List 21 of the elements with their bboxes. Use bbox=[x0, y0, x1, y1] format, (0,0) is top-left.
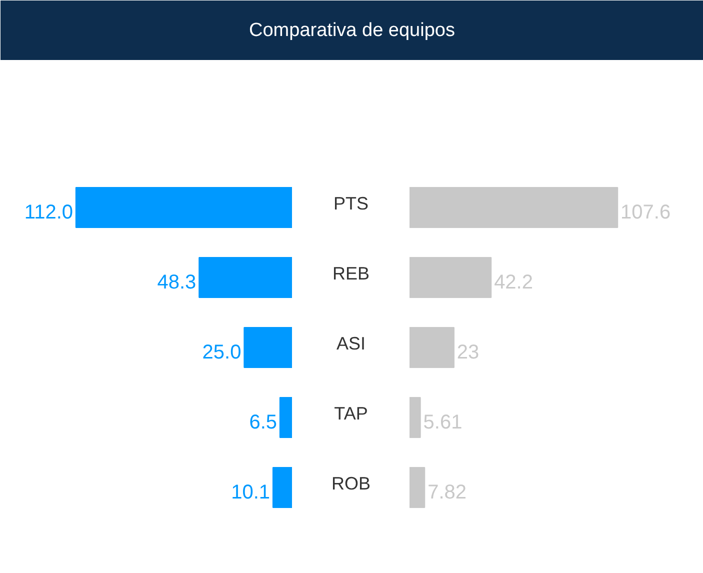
category-label: ASI bbox=[336, 334, 366, 354]
bar bbox=[410, 397, 421, 438]
data-label: 112.0 bbox=[24, 202, 74, 224]
category-label: TAP bbox=[334, 404, 368, 424]
category-label: REB bbox=[332, 264, 370, 284]
bar bbox=[410, 187, 618, 228]
bar bbox=[410, 327, 454, 368]
data-label: 25.0 bbox=[202, 342, 242, 364]
category-label: PTS bbox=[333, 194, 369, 214]
data-label: 48.3 bbox=[157, 272, 196, 294]
text: Comparativa de equipos bbox=[249, 20, 455, 41]
data-label: 10.1 bbox=[231, 482, 270, 504]
bar bbox=[410, 257, 492, 298]
bar bbox=[244, 327, 292, 368]
bar bbox=[272, 467, 292, 508]
data-label: 6.5 bbox=[249, 412, 278, 434]
bar bbox=[410, 467, 426, 508]
category-label: ROB bbox=[331, 474, 371, 494]
bar bbox=[279, 397, 292, 438]
bar bbox=[198, 257, 292, 298]
bar bbox=[75, 187, 292, 228]
